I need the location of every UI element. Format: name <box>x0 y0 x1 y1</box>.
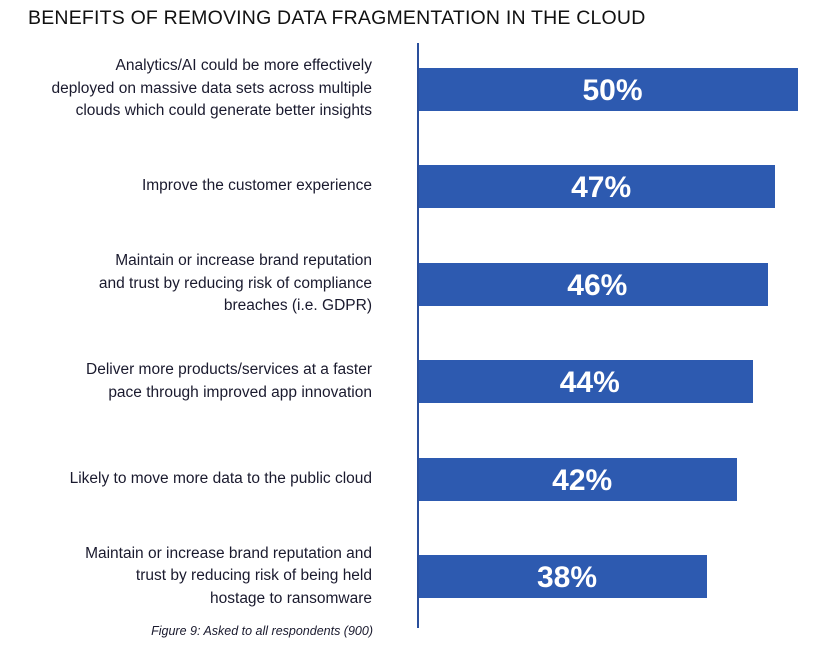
bar: 44% <box>419 360 753 403</box>
bar-value-label: 44% <box>559 366 620 399</box>
category-label: Likely to move more data to the public c… <box>69 469 372 487</box>
y-axis-line <box>417 43 419 628</box>
bar-value-label: 50% <box>582 73 643 107</box>
category-label: Maintain or increase brand reputation an… <box>98 252 372 315</box>
bar-value-label: 46% <box>567 268 628 302</box>
bar: 47% <box>419 165 776 208</box>
bar: 38% <box>419 555 708 598</box>
category-label: Deliver more products/services at a fast… <box>86 361 372 401</box>
bar-value-label: 47% <box>571 171 632 204</box>
bar: 42% <box>419 457 738 501</box>
category-label: Maintain or increase brand reputation an… <box>85 544 372 607</box>
chart-title: BENEFITS OF REMOVING DATA FRAGMENTATION … <box>28 7 646 29</box>
category-label: Analytics/AI could be more effectively d… <box>51 57 373 120</box>
bar: 50% <box>419 67 798 111</box>
bar-value-label: 38% <box>536 561 598 594</box>
figure-caption: Figure 9: Asked to all respondents (900) <box>151 624 373 638</box>
bar-value-label: 42% <box>552 463 613 497</box>
bar: 46% <box>419 262 768 306</box>
category-label: Improve the customer experience <box>141 177 372 195</box>
